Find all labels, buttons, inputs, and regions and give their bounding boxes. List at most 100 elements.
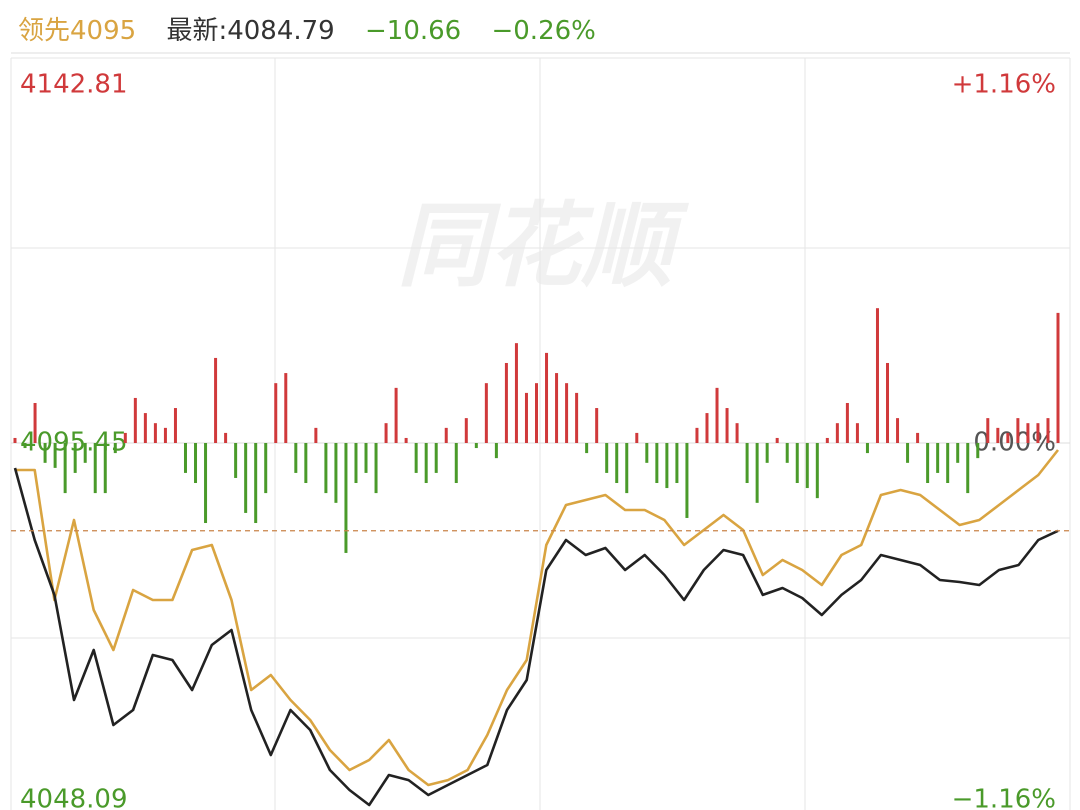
strength-bar <box>825 437 829 443</box>
strength-bar <box>244 443 248 513</box>
watermark: 同花顺 <box>397 192 690 299</box>
strength-bar <box>1026 423 1030 443</box>
change-pct: −0.26% <box>491 16 595 46</box>
strength-bar <box>474 443 478 449</box>
strength-bar <box>214 357 218 443</box>
strength-bar <box>33 402 37 443</box>
y-tick-label: 4048.09 <box>20 785 128 810</box>
strength-bar <box>755 443 759 503</box>
strength-bar <box>414 443 418 473</box>
strength-bar <box>394 387 398 443</box>
strength-bar <box>615 443 619 484</box>
strength-bar <box>434 443 438 473</box>
strength-bar <box>635 432 639 443</box>
strength-bar <box>966 443 970 494</box>
strength-bar <box>1036 423 1040 443</box>
strength-bar <box>685 443 689 518</box>
strength-bar <box>143 413 147 443</box>
strength-bar <box>665 443 669 489</box>
price-line <box>15 449 1060 787</box>
strength-bar <box>163 427 167 443</box>
strength-bar <box>545 352 549 443</box>
strength-bar <box>815 443 819 499</box>
strength-bar <box>364 443 368 473</box>
strength-bar <box>906 443 910 463</box>
strength-bar <box>555 373 559 443</box>
strength-bar <box>404 437 408 443</box>
strength-bar <box>374 443 378 494</box>
strength-bar <box>695 427 699 443</box>
strength-bar <box>264 443 268 494</box>
strength-bar <box>675 443 679 484</box>
strength-bar <box>535 383 538 443</box>
strength-bar <box>83 443 87 463</box>
strength-bar <box>986 418 990 443</box>
strength-bar <box>575 392 579 443</box>
y-tick-label: 4142.81 <box>20 70 128 100</box>
price-line <box>13 467 1059 807</box>
strength-bar <box>1046 418 1050 443</box>
y2-tick-label: 0.00% <box>973 428 1056 458</box>
strength-bar <box>655 443 659 484</box>
strength-bar <box>845 402 849 443</box>
strength-bar <box>133 397 137 443</box>
y2-tick-label: −1.16% <box>952 785 1056 810</box>
strength-bar <box>775 437 779 443</box>
strength-bar <box>334 443 338 503</box>
strength-bar <box>735 423 739 443</box>
strength-bar <box>23 443 27 449</box>
strength-bar <box>424 443 428 484</box>
strength-bar <box>254 443 258 524</box>
index-name: 领先4095 <box>18 16 136 46</box>
strength-bar <box>805 443 809 489</box>
strength-bar <box>43 443 47 463</box>
strength-bar <box>725 408 729 443</box>
strength-bar <box>1016 418 1020 443</box>
strength-bar <box>53 443 57 468</box>
strength-bar <box>565 383 569 443</box>
strength-bar <box>855 423 859 443</box>
strength-bar <box>73 443 77 473</box>
strength-bar <box>354 443 358 484</box>
y2-tick-label: +1.16% <box>952 70 1056 100</box>
strength-bar <box>484 383 488 443</box>
strength-bar <box>956 443 960 463</box>
change: −10.66 <box>365 16 461 46</box>
strength-bar <box>344 443 348 553</box>
strength-bar <box>705 413 709 443</box>
strength-bar <box>444 427 448 443</box>
strength-bar <box>916 432 920 443</box>
strength-bar <box>224 432 228 443</box>
strength-bar <box>384 423 388 443</box>
layout-grid <box>10 57 1071 810</box>
strength-bar <box>1056 312 1060 443</box>
strength-bar <box>183 443 187 473</box>
strength-bar <box>875 308 879 443</box>
strength-bar <box>785 443 789 463</box>
strength-bar <box>1006 432 1010 443</box>
strength-bar <box>494 443 498 459</box>
strength-bar <box>274 383 278 443</box>
strength-bar <box>194 443 198 484</box>
strength-bar <box>464 418 468 443</box>
strength-bar <box>153 423 157 443</box>
strength-bar <box>113 443 117 454</box>
strength-bar <box>204 443 208 524</box>
latest-value: 4084.79 <box>227 16 335 46</box>
strength-bar <box>976 443 980 459</box>
strength-bar <box>93 443 97 494</box>
strength-bar <box>886 362 890 443</box>
strength-bar <box>896 418 900 443</box>
strength-bar <box>284 373 288 443</box>
strength-bar <box>715 387 719 443</box>
strength-bar <box>835 423 839 443</box>
strength-bar <box>13 437 17 443</box>
strength-bar <box>314 427 318 443</box>
strength-bar <box>946 443 950 484</box>
strength-bar <box>625 443 629 494</box>
strength-bar <box>524 392 528 443</box>
strength-bar <box>324 443 328 494</box>
strength-bar <box>645 443 649 463</box>
strength-bar <box>454 443 458 484</box>
latest-label: 最新: <box>166 16 227 46</box>
